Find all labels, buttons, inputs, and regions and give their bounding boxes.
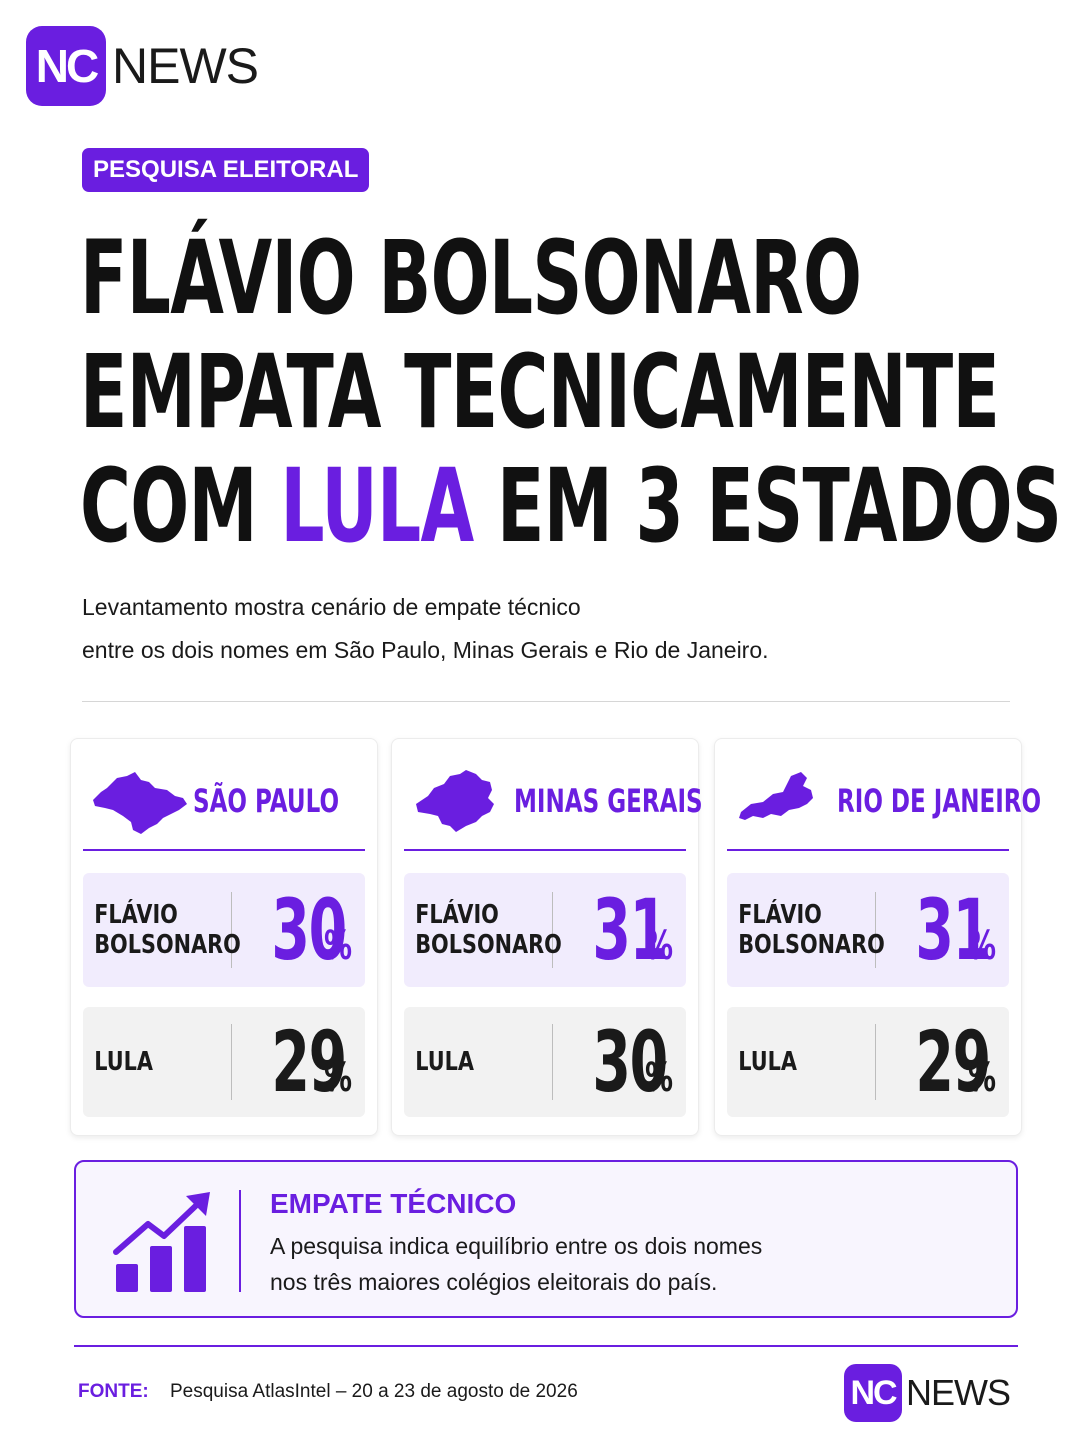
footer-brand-logo: NC NEWS xyxy=(844,1364,1011,1422)
headline-line-2: EMPATA TECNICAMENTE xyxy=(80,333,1000,452)
candidate-first-name: FLÁVIO xyxy=(738,900,822,930)
logo-badge: NC xyxy=(844,1364,902,1422)
percent-sign: % xyxy=(967,923,996,969)
state-card-minas-gerais: MINAS GERAIS FLÁVIO BOLSONARO 31% LULA 3… xyxy=(391,738,703,1136)
state-name: SÃO PAULO xyxy=(193,782,340,820)
percentage-value: 30 xyxy=(592,1013,668,1111)
state-name: MINAS GERAIS xyxy=(514,782,703,820)
headline-line-1: FLÁVIO BOLSONARO xyxy=(80,219,862,338)
percentage-value: 30 xyxy=(271,881,347,979)
sao-paulo-map-icon xyxy=(93,772,187,834)
logo-wordmark: NEWS xyxy=(112,38,259,94)
callout-title: EMPATE TÉCNICO xyxy=(270,1188,517,1219)
minas-gerais-map-icon xyxy=(416,770,494,832)
percentage-value: 29 xyxy=(915,1013,991,1111)
candidate-label: LULA xyxy=(738,1047,797,1077)
percentage-value: 29 xyxy=(271,1013,347,1111)
subtitle: Levantamento mostra cenário de empate té… xyxy=(82,586,769,672)
card-header: RIO DE JANEIRO xyxy=(727,753,1041,851)
percentage: 30% xyxy=(553,1013,686,1111)
percentage-value: 31 xyxy=(915,881,991,979)
subtitle-line-2: entre os dois nomes em São Paulo, Minas … xyxy=(82,637,769,663)
brand-logo: NC NEWS xyxy=(26,26,259,106)
source-label: FONTE: xyxy=(78,1381,149,1402)
candidate-label: FLÁVIO BOLSONARO xyxy=(83,900,241,960)
candidate-label: FLÁVIO BOLSONARO xyxy=(404,900,562,960)
percent-sign: % xyxy=(967,1055,996,1101)
lula-result-box: LULA 29% xyxy=(83,1007,365,1117)
percentage: 29% xyxy=(232,1013,365,1111)
subtitle-line-1: Levantamento mostra cenário de empate té… xyxy=(82,594,581,620)
candidate-last-name: BOLSONARO xyxy=(738,930,885,960)
state-card-rio-de-janeiro: RIO DE JANEIRO FLÁVIO BOLSONARO 31% LULA… xyxy=(714,738,1041,1136)
candidate-label: LULA xyxy=(415,1047,474,1077)
card-header: SÃO PAULO xyxy=(83,753,365,851)
candidate-first-name: FLÁVIO xyxy=(415,900,499,930)
callout-text: A pesquisa indica equilíbrio entre os do… xyxy=(270,1228,762,1300)
headline-line-3-post: EM 3 ESTADOS xyxy=(473,447,1062,566)
divider xyxy=(82,701,1010,702)
callout-text-line-2: nos três maiores colégios eleitorais do … xyxy=(270,1269,718,1295)
percentage: 30% xyxy=(232,881,365,979)
state-card-sao-paulo: SÃO PAULO FLÁVIO BOLSONARO 30% LULA 29% xyxy=(70,738,378,1136)
box-divider xyxy=(231,892,232,968)
callout-box: EMPATE TÉCNICO A pesquisa indica equilíb… xyxy=(74,1160,1018,1318)
percentage-value: 31 xyxy=(592,881,668,979)
lula-result-box: LULA 29% xyxy=(727,1007,1009,1117)
lula-result-box: LULA 30% xyxy=(404,1007,686,1117)
candidate-first-name: FLÁVIO xyxy=(94,900,178,930)
headline-line-3: COM LULA EM 3 ESTADOS xyxy=(80,447,1062,566)
callout-text-line-1: A pesquisa indica equilíbrio entre os do… xyxy=(270,1233,763,1259)
percent-sign: % xyxy=(644,1055,673,1101)
percentage: 31% xyxy=(876,881,1009,979)
footer-divider xyxy=(74,1345,1018,1347)
candidate-label: LULA xyxy=(94,1047,153,1077)
rio-de-janeiro-map-icon xyxy=(739,772,813,820)
candidate-last-name: BOLSONARO xyxy=(94,930,241,960)
box-divider xyxy=(552,1024,553,1100)
percent-sign: % xyxy=(323,1055,352,1101)
card-header: MINAS GERAIS xyxy=(404,753,703,851)
state-name: RIO DE JANEIRO xyxy=(837,782,1042,820)
source-text: Pesquisa AtlasIntel – 20 a 23 de agosto … xyxy=(170,1381,578,1402)
bar-chart-trend-icon xyxy=(113,1192,210,1292)
percent-sign: % xyxy=(323,923,352,969)
callout-divider xyxy=(239,1190,241,1292)
category-tag: PESQUISA ELEITORAL xyxy=(82,148,370,192)
box-divider xyxy=(875,892,876,968)
box-divider xyxy=(875,1024,876,1100)
headline: FLÁVIO BOLSONARO EMPATA TECNICAMENTE COM… xyxy=(80,219,1062,566)
flavio-result-box: FLÁVIO BOLSONARO 30% xyxy=(83,873,365,987)
percent-sign: % xyxy=(644,923,673,969)
headline-line-3-pre: COM xyxy=(80,447,281,566)
box-divider xyxy=(231,1024,232,1100)
logo-wordmark: NEWS xyxy=(906,1372,1011,1413)
box-divider xyxy=(552,892,553,968)
logo-badge: NC xyxy=(26,26,106,106)
percentage: 31% xyxy=(553,881,686,979)
headline-highlight: LULA xyxy=(280,447,474,566)
percentage: 29% xyxy=(876,1013,1009,1111)
candidate-label: FLÁVIO BOLSONARO xyxy=(727,900,885,960)
flavio-result-box: FLÁVIO BOLSONARO 31% xyxy=(727,873,1009,987)
flavio-result-box: FLÁVIO BOLSONARO 31% xyxy=(404,873,686,987)
candidate-last-name: BOLSONARO xyxy=(415,930,562,960)
